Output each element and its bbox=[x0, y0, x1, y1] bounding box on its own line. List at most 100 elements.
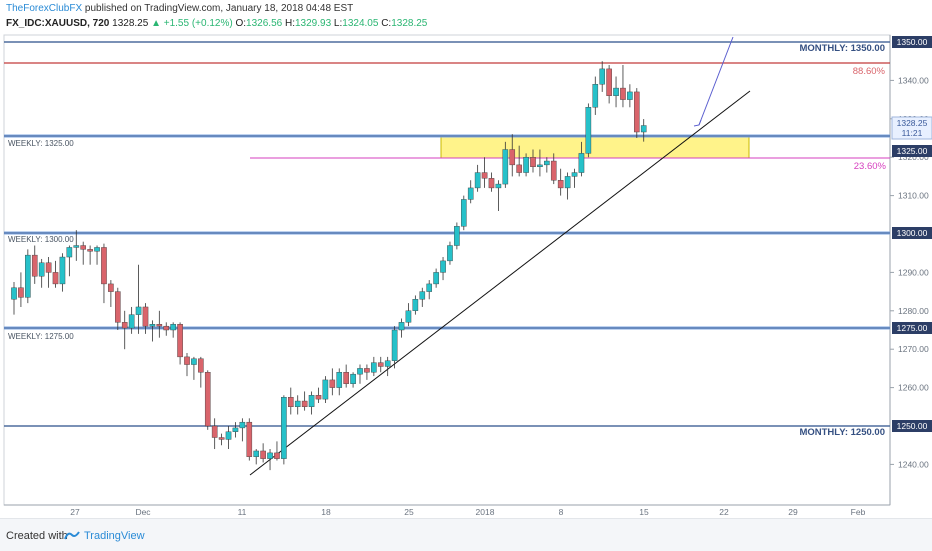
time-tick-label: 2018 bbox=[476, 507, 495, 517]
candle-body bbox=[170, 324, 176, 331]
candle-body bbox=[121, 322, 128, 329]
label-fib-236: 23.60% bbox=[854, 161, 887, 172]
label-monthly-1250: MONTHLY: 1250.00 bbox=[799, 427, 885, 438]
price-tick-label: 1290.00 bbox=[898, 267, 929, 277]
time-tick-label: 25 bbox=[404, 507, 414, 517]
footer-bar: Created with TradingView bbox=[0, 518, 932, 551]
candle-body bbox=[94, 247, 100, 252]
candle-body bbox=[433, 272, 439, 285]
candle-body bbox=[253, 450, 260, 457]
candle-body bbox=[550, 160, 557, 181]
tradingview-link[interactable]: TradingView bbox=[84, 530, 145, 542]
time-tick-label: 27 bbox=[70, 507, 80, 517]
candle-body bbox=[585, 107, 592, 154]
candle-body bbox=[31, 254, 38, 277]
candle-body bbox=[80, 245, 86, 250]
candle-body bbox=[288, 397, 294, 408]
candle-body bbox=[440, 260, 446, 273]
author-link[interactable]: TheForexClubFX bbox=[6, 3, 83, 14]
candle-body bbox=[87, 249, 93, 252]
candle-body bbox=[405, 310, 412, 323]
close-value: 1328.25 bbox=[391, 18, 428, 29]
candle-body bbox=[149, 324, 156, 327]
time-tick-label: 15 bbox=[639, 507, 649, 517]
candle-body bbox=[281, 397, 287, 459]
publish-text: published on TradingView.com, January 18… bbox=[82, 3, 354, 14]
time-tick-label: Dec bbox=[135, 507, 151, 517]
tag-1300: 1300.00 bbox=[897, 228, 928, 238]
candle-body bbox=[246, 421, 253, 457]
open-key: O: bbox=[235, 18, 247, 29]
candle-body bbox=[177, 324, 183, 358]
price-tick-label: 1260.00 bbox=[898, 383, 929, 393]
candle-body bbox=[640, 125, 647, 133]
label-weekly-1300: WEEKLY: 1300.00 bbox=[8, 235, 74, 244]
candle-body bbox=[211, 425, 218, 438]
candle-body bbox=[564, 176, 571, 189]
candle-body bbox=[45, 262, 52, 273]
candle-body bbox=[274, 452, 280, 459]
tag-1325: 1325.00 bbox=[897, 146, 928, 156]
candle-body bbox=[447, 245, 453, 262]
time-tick-label: 22 bbox=[719, 507, 729, 517]
price-tick-label: 1340.00 bbox=[898, 75, 929, 85]
candle-body bbox=[11, 287, 17, 300]
tradingview-logo-icon[interactable] bbox=[64, 528, 80, 546]
candle-body bbox=[204, 372, 211, 427]
symbol-label: FX_IDC:XAUUSD, 720 bbox=[6, 18, 110, 29]
price-tick-label: 1320.00 bbox=[898, 152, 929, 162]
close-key: C: bbox=[381, 18, 392, 29]
candle-body bbox=[343, 372, 349, 384]
candle-body bbox=[108, 283, 114, 292]
candle-body bbox=[461, 199, 467, 227]
tag-1275: 1275.00 bbox=[897, 323, 928, 333]
last-price-tag: 1328.25 bbox=[897, 118, 928, 128]
candle-body bbox=[315, 395, 322, 400]
publish-info: TheForexClubFX published on TradingView.… bbox=[6, 3, 353, 14]
candle-body bbox=[571, 172, 578, 177]
candle-body bbox=[467, 187, 474, 200]
candle-body bbox=[544, 160, 550, 166]
tag-1350-bg bbox=[892, 36, 932, 48]
candle-body bbox=[38, 262, 45, 277]
candle-body bbox=[620, 87, 626, 100]
last-price-label: 1328.25 bbox=[112, 18, 149, 29]
countdown-tag: 11:21 bbox=[902, 128, 923, 138]
candle-body bbox=[191, 358, 197, 365]
time-tick-label: Feb bbox=[851, 507, 866, 517]
last-price-tag-bg bbox=[891, 116, 932, 140]
candle-body bbox=[322, 379, 329, 400]
low-key: L: bbox=[333, 18, 343, 29]
label-weekly-1325: WEEKLY: 1325.00 bbox=[8, 139, 74, 148]
arrow-line bbox=[698, 36, 734, 126]
candle-body bbox=[184, 356, 190, 365]
candle-body bbox=[495, 183, 502, 189]
candle-body bbox=[557, 180, 564, 189]
candle-body bbox=[114, 291, 121, 323]
candle-body bbox=[530, 156, 536, 167]
created-with-text: Created with bbox=[6, 530, 68, 542]
tag-1275-bg bbox=[892, 322, 932, 334]
candles-group bbox=[11, 61, 647, 471]
candle-body bbox=[18, 287, 24, 298]
trend-line bbox=[249, 90, 751, 476]
candle-body bbox=[412, 299, 419, 311]
high-key: H: bbox=[284, 18, 295, 29]
candle-body bbox=[128, 314, 135, 329]
candle-body bbox=[142, 306, 149, 327]
label-monthly-1350: MONTHLY: 1350.00 bbox=[799, 43, 885, 54]
price-tick-label: 1280.00 bbox=[898, 306, 929, 316]
candle-body bbox=[218, 437, 225, 440]
candle-body bbox=[135, 306, 142, 315]
candle-body bbox=[377, 362, 384, 367]
candle-body bbox=[198, 358, 204, 373]
candle-body bbox=[523, 156, 529, 173]
candle-body bbox=[502, 149, 509, 185]
candle-body bbox=[308, 395, 315, 407]
candle-body bbox=[391, 329, 398, 361]
candle-body bbox=[592, 84, 599, 108]
tag-1350: 1350.00 bbox=[897, 37, 928, 47]
candle-body bbox=[225, 431, 232, 440]
candle-body bbox=[156, 324, 163, 327]
